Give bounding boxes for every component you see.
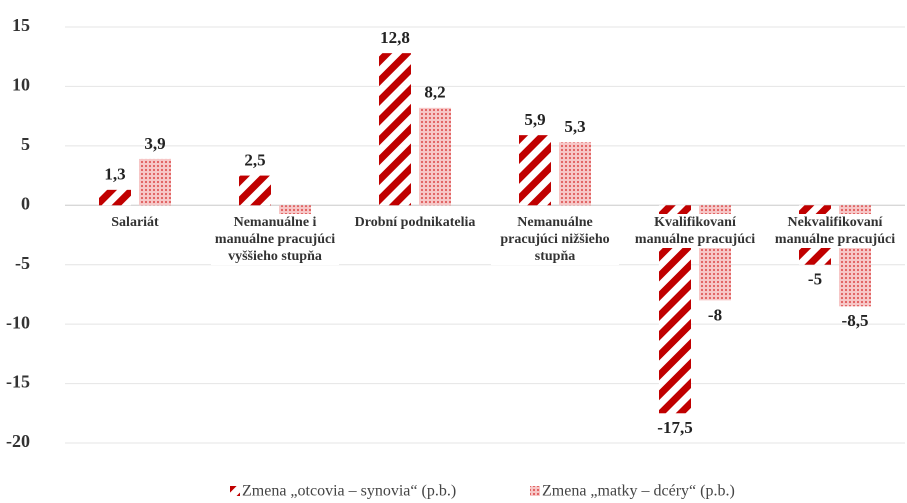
x-tick-label: Nemanuálne i manuálne pracujúci vyššieho…: [211, 214, 339, 266]
data-label: 12,8: [380, 28, 410, 47]
data-label: 3,9: [144, 134, 165, 153]
y-tick-label: -20: [6, 431, 30, 451]
bar: [239, 175, 271, 206]
y-tick-label: -15: [6, 372, 30, 392]
legend-label: Zmena „matky – dcéry“ (p.b.): [542, 483, 735, 500]
data-label: 2,5: [244, 150, 265, 169]
y-tick-label: -5: [15, 253, 30, 273]
data-label: -8: [708, 305, 722, 324]
data-label: -17,5: [657, 418, 692, 437]
y-tick-label: 10: [12, 75, 30, 95]
bar: [99, 189, 131, 206]
data-label: 8,2: [424, 83, 445, 102]
y-tick-label: -10: [6, 312, 30, 332]
data-label: 5,3: [564, 117, 585, 136]
legend-swatch: [230, 486, 240, 496]
legend-swatch: [530, 486, 540, 496]
data-label: 1,3: [104, 165, 125, 184]
data-label: -8,5: [842, 311, 869, 330]
bar: [139, 158, 171, 206]
bar: [559, 142, 591, 206]
y-tick-label: 5: [21, 134, 30, 154]
x-tick-label: Nekvalifikovaní manuálne pracujúci: [771, 214, 899, 249]
bar: [379, 53, 411, 206]
legend-label: Zmena „otcovia – synovia“ (p.b.): [242, 483, 456, 500]
x-tick-label: Nemanuálne pracujúci nižšieho stupňa: [491, 214, 619, 266]
data-label: 5,9: [524, 110, 545, 129]
x-tick-label: Kvalifikovaní manuálne pracujúci: [631, 214, 759, 249]
x-tick-label: Salariát: [71, 214, 199, 232]
y-tick-label: 15: [12, 15, 30, 35]
y-tick-label: 0: [21, 193, 30, 213]
x-tick-label: Drobní podnikatelia: [351, 214, 479, 232]
data-label: -5: [808, 270, 822, 289]
bar: [519, 135, 551, 206]
bar: [419, 107, 451, 206]
